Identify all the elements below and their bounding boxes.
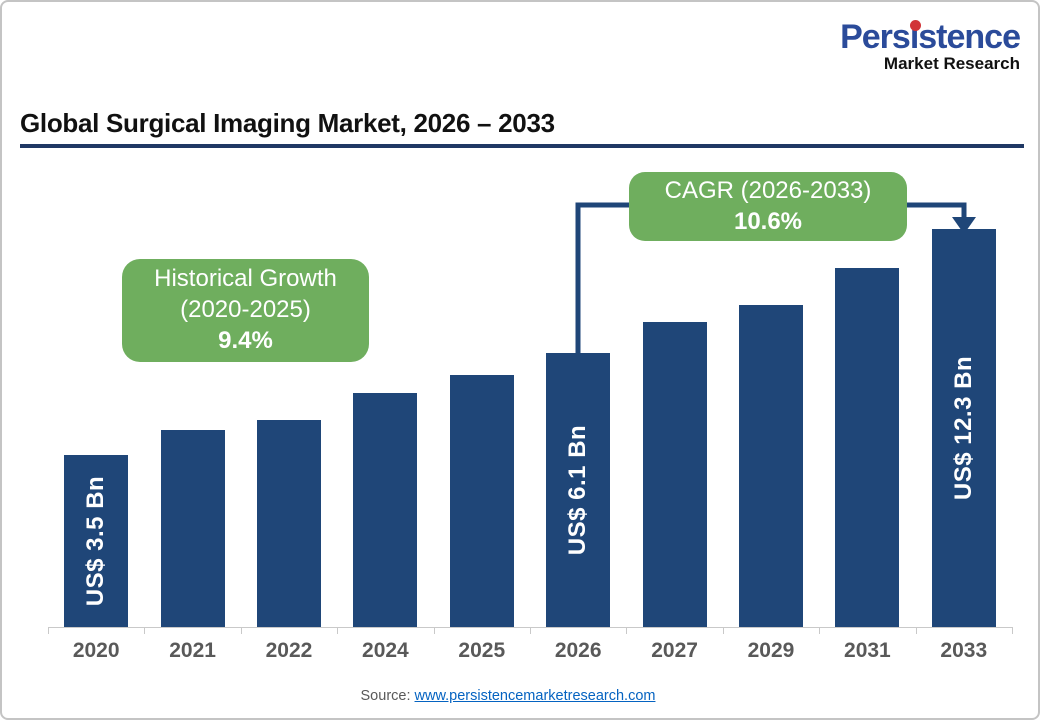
- x-axis-tick: [433, 627, 435, 634]
- bar-2025: [449, 375, 514, 627]
- brand-tagline: Market Research: [883, 54, 1020, 73]
- bar-2020: US$ 3.5 Bn: [64, 455, 129, 627]
- bar-2026: US$ 6.1 Bn: [546, 353, 611, 627]
- x-axis-label-2027: 2027: [651, 639, 698, 662]
- x-axis-label-2022: 2022: [265, 639, 313, 662]
- x-axis-label-2020: 2020: [72, 639, 120, 662]
- x-axis-tick: [48, 627, 49, 634]
- bar-2027: [642, 322, 707, 627]
- bar-value-label-2020: US$ 3.5 Bn: [82, 475, 110, 607]
- bar-2021: [160, 430, 225, 627]
- historical-growth-line1: Historical Growth: [154, 265, 337, 293]
- bar-value-label-2033: US$ 12.3 Bn: [949, 355, 977, 501]
- bar-2024: [353, 393, 418, 627]
- title-underline: [20, 144, 1024, 148]
- x-axis-tick: [626, 627, 628, 634]
- brand-wordmark-text: Persistence: [840, 18, 1021, 56]
- historical-growth-callout: Historical Growth (2020-2025) 9.4%: [122, 259, 369, 362]
- brand-logo: Persistence Market Research: [840, 18, 1021, 73]
- source-link[interactable]: www.persistencemarketresearch.com: [414, 688, 656, 704]
- bar-2022: [257, 420, 321, 627]
- x-axis-tick: [144, 627, 146, 634]
- x-axis-label-2024: 2024: [362, 639, 409, 662]
- x-axis-tick: [819, 627, 821, 634]
- x-axis-label-2031: 2031: [844, 639, 891, 662]
- x-axis-tick: [915, 627, 917, 634]
- x-axis-label-2033: 2033: [940, 639, 988, 662]
- x-axis-label-2025: 2025: [458, 639, 506, 662]
- x-axis-tick: [530, 627, 531, 634]
- cagr-callout: CAGR (2026-2033) 10.6%: [629, 172, 907, 241]
- brand-wordmark: Persistence: [840, 18, 1021, 56]
- x-axis-label-2029: 2029: [747, 639, 795, 662]
- bar-2033: US$ 12.3 Bn: [931, 229, 996, 627]
- brand-dot-icon: [910, 20, 922, 31]
- bar-value-label-2026: US$ 6.1 Bn: [564, 424, 592, 556]
- chart-title: Global Surgical Imaging Market, 2026 – 2…: [20, 108, 555, 138]
- historical-growth-line2: (2020-2025): [180, 296, 311, 324]
- source-line: Source: www.persistencemarketresearch.co…: [2, 688, 1014, 704]
- x-axis-label-2026: 2026: [554, 639, 602, 662]
- bar-2031: [835, 268, 900, 627]
- cagr-line1: CAGR (2026-2033): [664, 176, 872, 204]
- x-axis-tick: [240, 627, 242, 634]
- source-prefix: Source:: [360, 688, 415, 704]
- historical-growth-value: 9.4%: [218, 326, 273, 354]
- cagr-value: 10.6%: [733, 207, 803, 235]
- x-axis-label-2021: 2021: [169, 639, 216, 662]
- bar-2029: [739, 305, 803, 627]
- x-axis-tick: [1012, 627, 1013, 634]
- x-axis-tick: [722, 627, 724, 634]
- x-axis-tick: [337, 627, 339, 634]
